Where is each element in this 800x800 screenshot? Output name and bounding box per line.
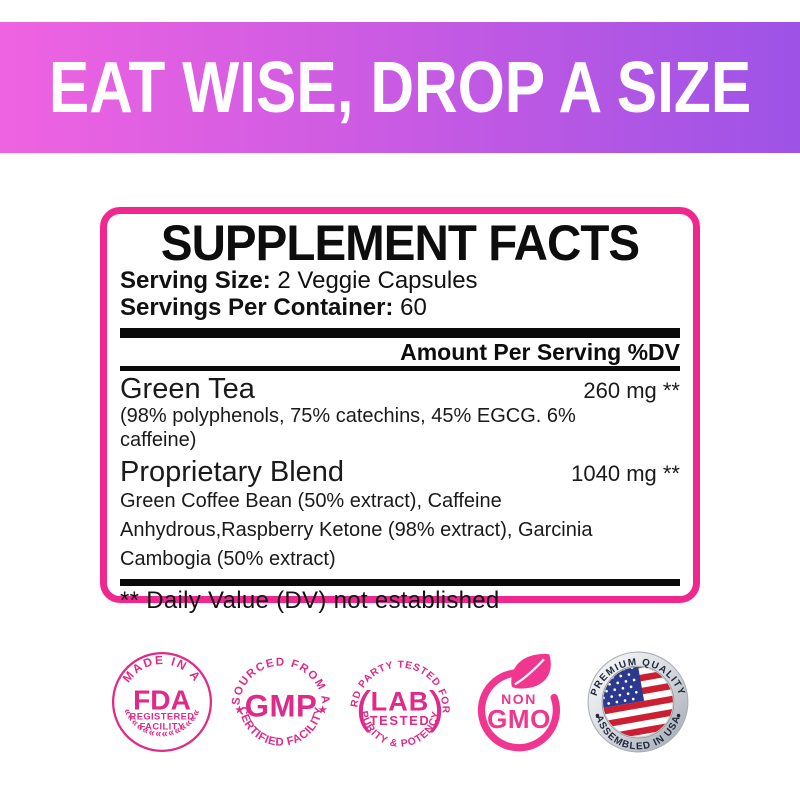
amount-per-serving-header: Amount Per Serving %DV <box>400 339 680 365</box>
panel-title: SUPPLEMENT FACTS <box>160 215 640 271</box>
headline-banner: EAT WISE, DROP A SIZE <box>0 22 800 153</box>
paren-right-decoration: ) <box>429 682 444 733</box>
star-icon: ★ <box>234 704 244 716</box>
ingredient-details-line: (98% polyphenols, 75% catechins, 45% EGC… <box>120 405 576 427</box>
divider-thin <box>120 366 680 371</box>
ingredient-name: Green Tea <box>120 373 255 405</box>
svg-text:MADE IN A: MADE IN A <box>120 653 205 685</box>
gmp-certified-facility-badge-icon: SOURCED FROM A CERTIFIED FACILITY ★ ★ GM… <box>230 657 330 749</box>
serving-size-value: 2 Veggie Capsules <box>277 267 478 294</box>
leaf-vein <box>514 658 545 686</box>
star-icon: ★ <box>317 704 327 716</box>
ingredient-row: Green Tea 260 mg ** <box>120 374 680 404</box>
ingredient-details-line: Anhydrous,Raspberry Ketone (98% extract)… <box>120 519 593 541</box>
lab-sub-text: TESTED <box>370 713 431 728</box>
fda-registered-facility-badge-icon: MADE IN A «««««««««««««« FDA REGISTERED … <box>111 651 213 753</box>
servings-value: 60 <box>400 294 427 321</box>
ingredient-row: Proprietary Blend 1040 mg ** <box>120 457 680 487</box>
serving-size-label: Serving Size: <box>120 267 271 294</box>
serving-size-line: Serving Size: 2 Veggie Capsules <box>120 268 680 293</box>
supplement-facts-panel: SUPPLEMENT FACTS Serving Size: 2 Veggie … <box>100 207 700 614</box>
ingredient-details-line: Cambogia (50% extract) <box>120 548 336 570</box>
non-gmo-badge-icon: NON GMO <box>477 653 560 752</box>
ingredient-amount: 260 mg ** <box>583 378 680 403</box>
servings-per-container-line: Servings Per Container: 60 <box>120 295 680 320</box>
non-gmo-ring <box>477 669 560 752</box>
paren-left-decoration: ( <box>356 682 371 733</box>
fda-sub-text-2: FACILITY <box>140 722 185 732</box>
lab-main-text: LAB <box>371 686 430 716</box>
gmp-main-text: GMP <box>245 689 318 724</box>
ingredient-amount: 1040 mg ** <box>571 461 680 486</box>
divider-thick-bottom <box>120 579 680 586</box>
fda-arc-top-text: MADE IN A <box>120 653 203 685</box>
certification-badges-row: MADE IN A «««««««««««««« FDA REGISTERED … <box>0 650 800 754</box>
lab-tested-badge-icon: 3RD PARTY TESTED FOR PURITY & POTENCY ( … <box>348 650 450 750</box>
headline-text: EAT WISE, DROP A SIZE <box>48 47 752 128</box>
servings-label: Servings Per Container: <box>120 294 394 321</box>
separator-dot <box>676 713 681 718</box>
ingredient-name: Proprietary Blend <box>120 456 345 488</box>
non-gmo-line1: NON <box>501 691 537 707</box>
divider-thick-top <box>120 328 680 338</box>
daily-value-footnote: ** Daily Value (DV) not established <box>120 587 500 614</box>
assembled-in-usa-badge-icon: PREMIUM QUALITY ASSEMBLED IN USA <box>587 651 689 752</box>
non-gmo-line2: GMO <box>487 704 551 734</box>
fda-main-text: FDA <box>133 684 191 715</box>
ingredient-details-line: caffeine) <box>120 429 197 451</box>
fda-badge-ring <box>111 651 213 753</box>
fda-sub-text-1: REGISTERED <box>130 712 195 722</box>
ingredient-details-line: Green Coffee Bean (50% extract), Caffein… <box>120 490 502 512</box>
usa-badge-inner-rim <box>602 666 674 738</box>
separator-dot <box>595 713 600 718</box>
